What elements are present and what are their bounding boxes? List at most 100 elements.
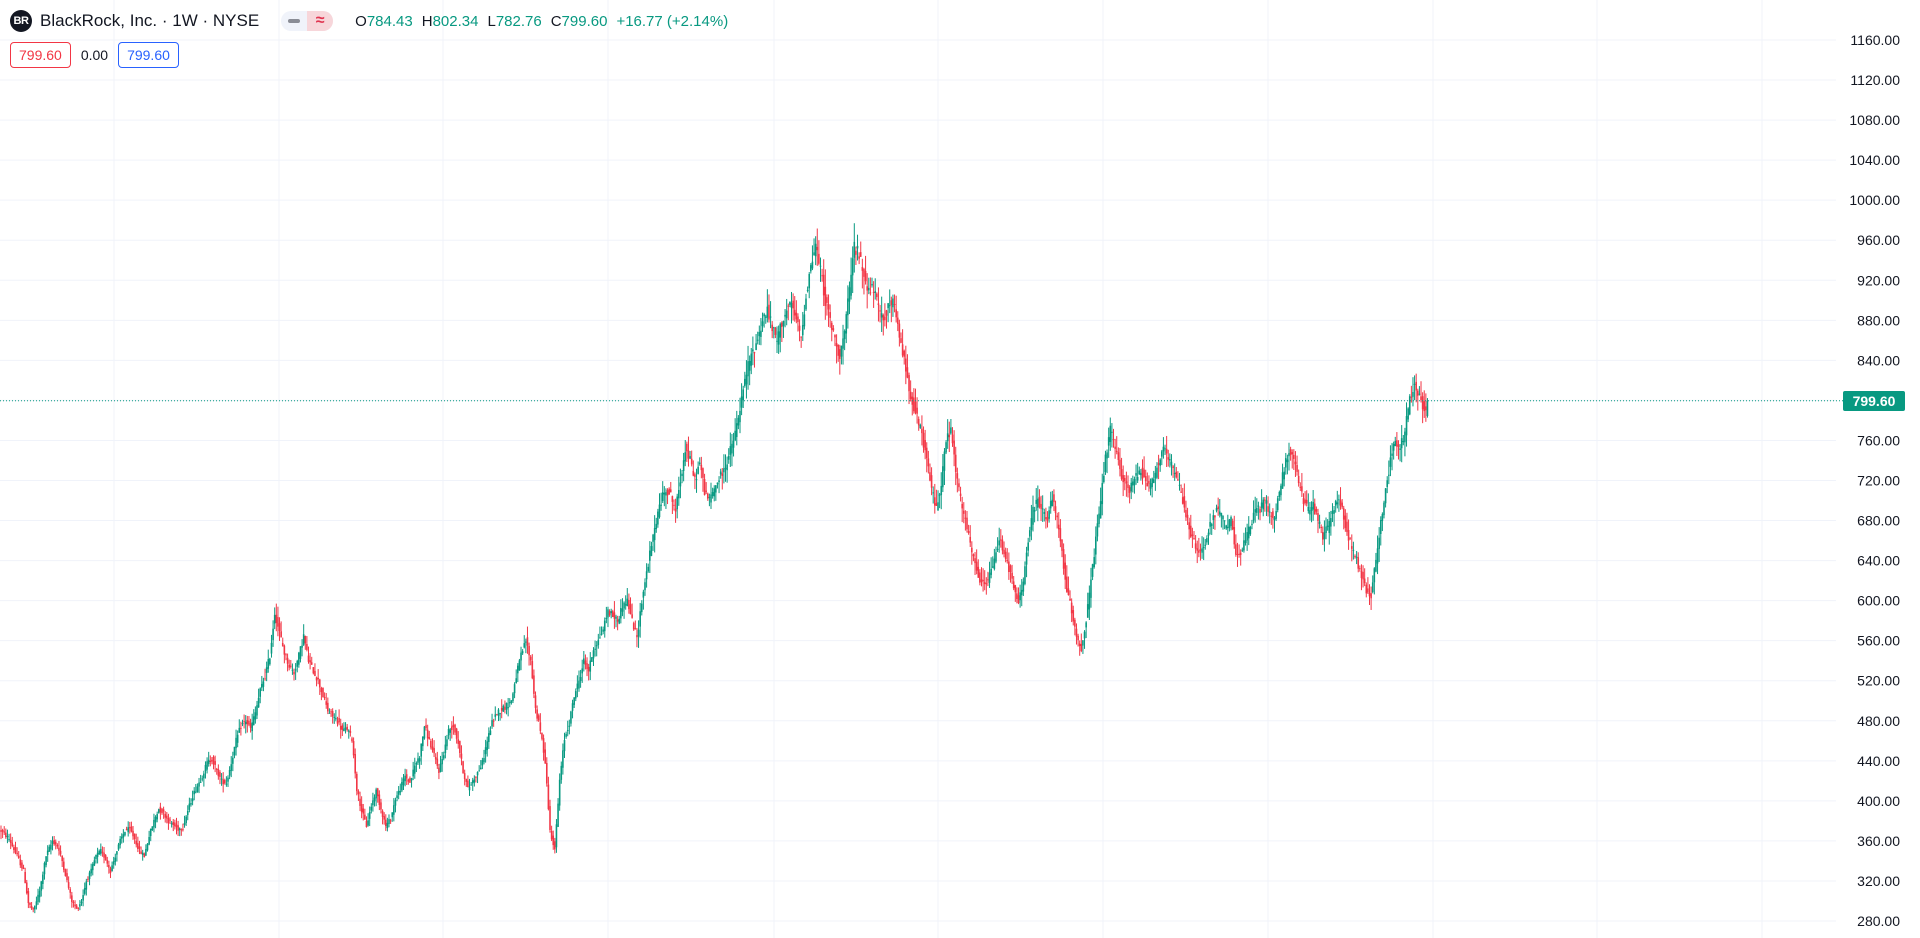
candle-body [497, 709, 500, 716]
candle-body [188, 803, 191, 810]
candle-body [721, 473, 724, 476]
candle-body [1172, 466, 1174, 469]
candle-body [16, 852, 18, 855]
candle-body [1051, 499, 1054, 507]
candle-body [317, 677, 319, 680]
candle-body [855, 250, 857, 255]
candle-body [744, 378, 746, 387]
candle-body [175, 824, 178, 828]
candle-body [1293, 454, 1295, 459]
candle-body [610, 611, 612, 614]
candle-body [1257, 505, 1260, 507]
candle-body [1307, 507, 1310, 512]
candle-body [686, 443, 688, 452]
candle-body [859, 252, 862, 257]
candle-body [1093, 557, 1095, 567]
candle-body [983, 582, 986, 585]
candle-body [1112, 439, 1115, 441]
y-tick-label: 440.00 [1857, 753, 1900, 769]
candle-body [294, 669, 297, 671]
candle-body [38, 890, 41, 898]
candle-body [211, 759, 213, 762]
buy-button[interactable]: 799.60 [118, 42, 179, 68]
candle-body [1103, 475, 1105, 482]
candle-body [127, 827, 129, 833]
candle-body [835, 343, 838, 347]
candle-body [687, 450, 690, 459]
y-tick-label: 1000.00 [1849, 192, 1900, 208]
candle-body [1037, 498, 1039, 508]
candle-body [640, 603, 643, 613]
candle-body [1069, 598, 1071, 601]
candle-body [777, 331, 780, 345]
candle-body [632, 623, 635, 630]
candle-body [917, 418, 920, 426]
candle-body [1297, 475, 1300, 484]
candle-body [169, 819, 171, 821]
candle-body [5, 832, 7, 838]
candle-body [103, 852, 105, 858]
candle-body [541, 733, 543, 739]
sell-button[interactable]: 799.60 [10, 42, 71, 68]
candle-body [407, 779, 410, 782]
candle-body [59, 850, 62, 855]
candle-body [457, 739, 460, 744]
candle-body [756, 339, 759, 341]
candle-body [811, 261, 814, 269]
candle-body [1262, 499, 1265, 510]
candle-body [1402, 441, 1405, 443]
candle-body [1383, 502, 1385, 516]
candle-body [595, 645, 598, 647]
candle-body [454, 724, 456, 733]
y-tick-label: 840.00 [1857, 352, 1900, 368]
y-tick-label: 880.00 [1857, 312, 1900, 328]
candle-body [1033, 510, 1036, 512]
candle-body [731, 443, 733, 454]
candle-body [1284, 458, 1287, 468]
candle-body [703, 478, 706, 495]
candle-body [1096, 523, 1099, 537]
candle-body [1305, 499, 1308, 504]
candle-body [354, 754, 356, 774]
candle-body [1159, 459, 1161, 466]
candle-body [1247, 526, 1250, 539]
candle-body [257, 697, 260, 708]
candle-body [710, 494, 712, 503]
candle-body [885, 310, 888, 316]
candle-body [1408, 396, 1411, 415]
candle-body [623, 602, 625, 609]
candle-body [565, 733, 567, 737]
candle-body [30, 905, 33, 909]
candle-body [573, 697, 575, 705]
candle-body [1169, 458, 1171, 461]
candle-body [896, 317, 899, 324]
candle-body [718, 480, 720, 483]
candle-body [384, 819, 387, 826]
candle-body [711, 492, 714, 497]
candle-body [1016, 593, 1018, 599]
candle-body [990, 568, 992, 575]
candle-body [866, 286, 868, 291]
candle-body [858, 256, 860, 259]
candle-body [1207, 532, 1210, 536]
candle-body [808, 274, 811, 289]
candle-body [1000, 539, 1002, 541]
candle-body [17, 855, 20, 859]
symbol-title[interactable]: BlackRock, Inc. · 1W · NYSE [40, 11, 260, 30]
candle-body [1017, 595, 1020, 604]
candle-body [1341, 502, 1343, 508]
candle-body [249, 723, 252, 728]
collapse-icon[interactable] [281, 11, 307, 31]
candle-body [850, 274, 852, 296]
candle-body [1098, 513, 1100, 524]
candle-body [148, 836, 150, 845]
candle-body [1188, 522, 1190, 530]
candle-body [727, 455, 730, 460]
compare-icon[interactable]: ≈ [307, 11, 334, 31]
candle-body [842, 338, 844, 349]
candle-body [705, 490, 707, 492]
candle-body [1199, 549, 1202, 552]
candle-body [1035, 499, 1038, 504]
price-axis[interactable]: 1160.00 1120.00 1080.00 1040.00 1000.00 960.0… [1849, 32, 1900, 929]
